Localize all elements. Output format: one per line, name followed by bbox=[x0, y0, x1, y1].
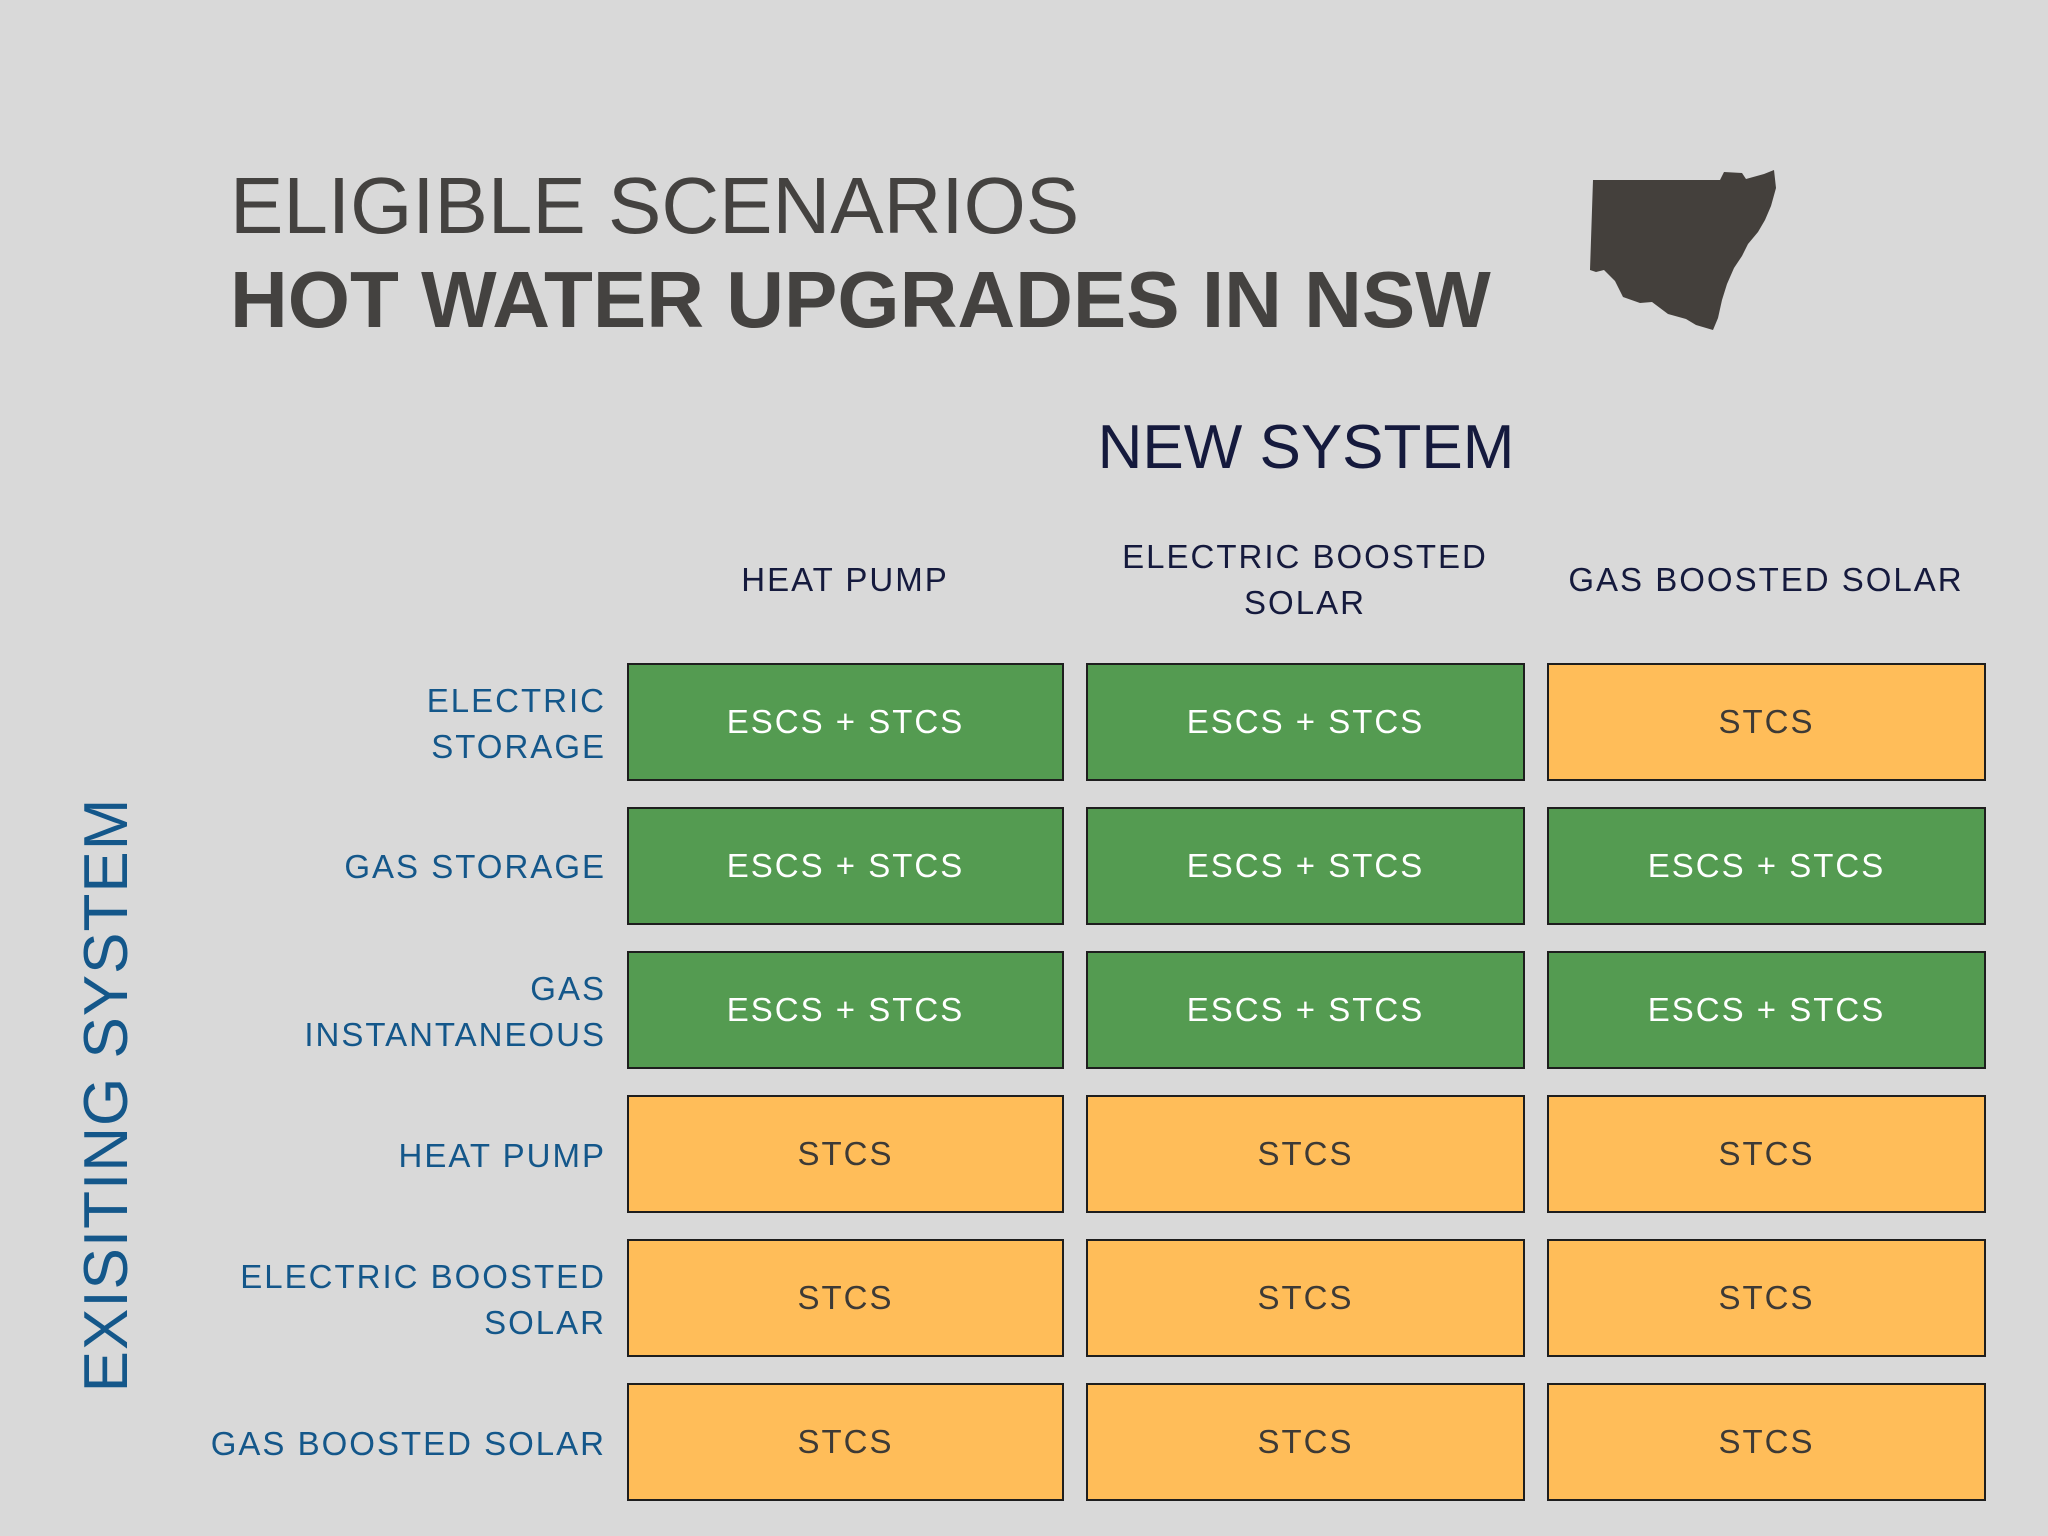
cell-gas-boosted-solar-gas-boosted-solar: STCS bbox=[1547, 1383, 1986, 1501]
title-line-2: HOT WATER UPGRADES IN NSW bbox=[230, 255, 1491, 344]
cell-gas-boosted-solar-electric-boosted-solar: STCS bbox=[1086, 1383, 1525, 1501]
cell-electric-storage-electric-boosted-solar: ESCS + STCS bbox=[1086, 663, 1525, 781]
cell-electric-boosted-solar-electric-boosted-solar: STCS bbox=[1086, 1239, 1525, 1357]
cell-gas-storage-gas-boosted-solar: ESCS + STCS bbox=[1547, 807, 1986, 925]
nsw-state-map-icon bbox=[1590, 170, 1776, 330]
cell-gas-boosted-solar-heat-pump: STCS bbox=[627, 1383, 1064, 1501]
cell-gas-instantaneous-electric-boosted-solar: ESCS + STCS bbox=[1086, 951, 1525, 1069]
new-system-heading: NEW SYSTEM bbox=[1097, 413, 1515, 482]
row-header-gas-boosted-solar: GAS BOOSTED SOLAR bbox=[210, 1425, 606, 1462]
row-header-electric-boosted-solar: ELECTRIC BOOSTED SOLAR bbox=[240, 1258, 606, 1341]
cell-heat-pump-heat-pump: STCS bbox=[627, 1095, 1064, 1213]
cell-electric-boosted-solar-heat-pump: STCS bbox=[627, 1239, 1064, 1357]
cell-gas-instantaneous-heat-pump: ESCS + STCS bbox=[627, 951, 1064, 1069]
row-header-gas-instantaneous: GAS INSTANTANEOUS bbox=[304, 970, 606, 1053]
cell-electric-boosted-solar-gas-boosted-solar: STCS bbox=[1547, 1239, 1986, 1357]
cell-heat-pump-electric-boosted-solar: STCS bbox=[1086, 1095, 1525, 1213]
column-header-electric-boosted-solar: ELECTRIC BOOSTED SOLAR bbox=[1122, 538, 1488, 621]
cell-gas-storage-electric-boosted-solar: ESCS + STCS bbox=[1086, 807, 1525, 925]
cell-heat-pump-gas-boosted-solar: STCS bbox=[1547, 1095, 1986, 1213]
cell-gas-instantaneous-gas-boosted-solar: ESCS + STCS bbox=[1547, 951, 1986, 1069]
cell-gas-storage-heat-pump: ESCS + STCS bbox=[627, 807, 1064, 925]
title-line-1: ELIGIBLE SCENARIOS bbox=[230, 161, 1080, 250]
column-header-gas-boosted-solar: GAS BOOSTED SOLAR bbox=[1568, 561, 1964, 598]
row-header-heat-pump: HEAT PUMP bbox=[398, 1137, 606, 1174]
row-header-gas-storage: GAS STORAGE bbox=[344, 848, 606, 885]
cell-electric-storage-heat-pump: ESCS + STCS bbox=[627, 663, 1064, 781]
column-header-heat-pump: HEAT PUMP bbox=[741, 561, 949, 598]
existing-system-heading: EXISITING SYSTEM bbox=[71, 797, 141, 1393]
row-header-electric-storage: ELECTRIC STORAGE bbox=[426, 682, 606, 765]
cell-electric-storage-gas-boosted-solar: STCS bbox=[1547, 663, 1986, 781]
